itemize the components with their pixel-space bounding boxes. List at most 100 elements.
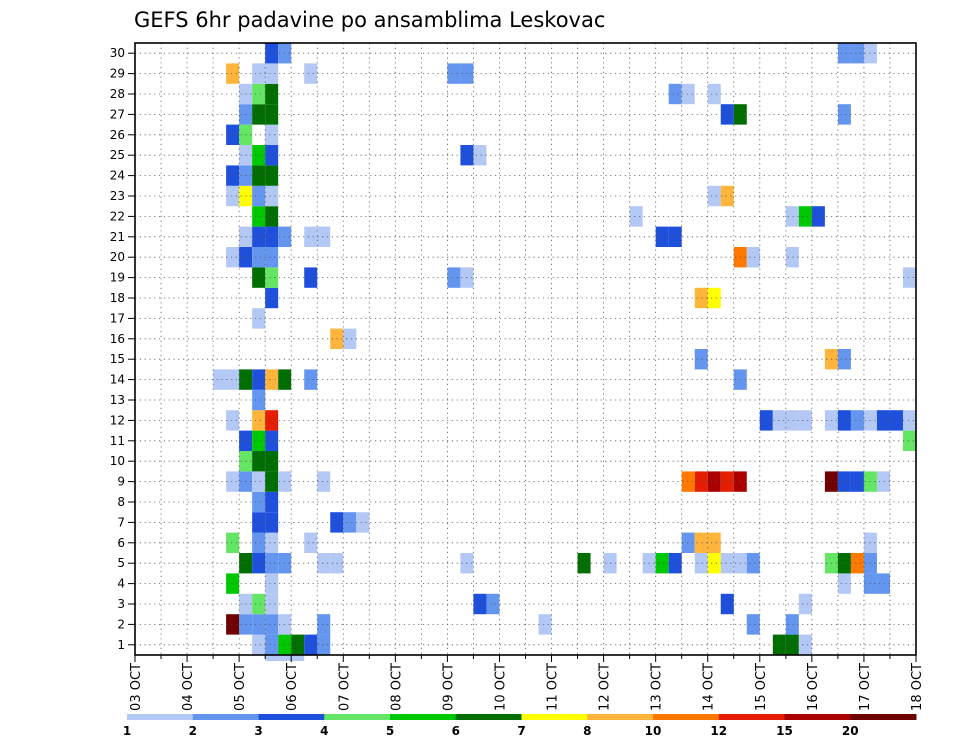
colorbar-swatch bbox=[850, 714, 917, 720]
colorbar-swatch bbox=[390, 714, 457, 720]
heat-cell bbox=[252, 471, 266, 492]
x-tick-label: 18 OCT bbox=[910, 663, 925, 711]
x-axis: 03 OCT 04 OCT 05 OCT 06 OCT 07 OCT 08 OCT 09 O… bbox=[129, 655, 925, 711]
heat-cell bbox=[785, 410, 799, 431]
x-tick-label: 14 OCT bbox=[702, 663, 717, 711]
colorbar-label: 20 bbox=[842, 724, 859, 738]
heat-cell bbox=[837, 43, 851, 64]
heat-cell bbox=[746, 553, 760, 574]
heat-cell bbox=[655, 553, 669, 574]
colorbar-swatch bbox=[718, 714, 785, 720]
heat-cell bbox=[252, 451, 266, 472]
heat-cell bbox=[798, 206, 812, 227]
heat-cell bbox=[291, 634, 305, 655]
heat-cell bbox=[668, 553, 682, 574]
heat-cell bbox=[265, 226, 279, 247]
heat-cell bbox=[252, 369, 266, 390]
heat-cell bbox=[317, 226, 331, 247]
heat-cell bbox=[304, 226, 318, 247]
y-tick-label: 28 bbox=[110, 87, 125, 101]
heat-cell bbox=[304, 63, 318, 84]
colorbar-swatch bbox=[127, 714, 194, 720]
heat-cell bbox=[252, 83, 266, 105]
heat-cell bbox=[317, 614, 331, 635]
heat-cell bbox=[226, 124, 240, 145]
heat-cell bbox=[252, 532, 266, 553]
heat-cell bbox=[252, 165, 266, 186]
heat-cell bbox=[291, 655, 305, 661]
grid-layer bbox=[135, 43, 916, 655]
y-tick-label: 8 bbox=[117, 495, 125, 509]
heat-cell bbox=[785, 614, 799, 635]
heat-cell bbox=[486, 593, 500, 615]
y-tick-label: 6 bbox=[117, 536, 125, 550]
heat-cell bbox=[850, 410, 864, 431]
y-tick-label: 22 bbox=[110, 209, 125, 223]
y-tick-label: 27 bbox=[110, 107, 125, 121]
colorbar-label: 3 bbox=[254, 724, 262, 738]
heat-cell bbox=[265, 491, 279, 513]
heat-cell bbox=[889, 410, 903, 431]
heat-cell bbox=[226, 471, 240, 492]
heat-cell bbox=[850, 43, 864, 64]
chart-title: GEFS 6hr padavine po ansamblima Leskovac bbox=[134, 8, 605, 32]
heat-cell bbox=[265, 593, 279, 615]
y-tick-label: 19 bbox=[110, 271, 125, 285]
x-tick-label: 13 OCT bbox=[650, 663, 665, 711]
heat-cell bbox=[317, 634, 331, 655]
heat-cell bbox=[876, 410, 890, 431]
colorbar-label: 2 bbox=[189, 724, 197, 738]
y-tick-label: 15 bbox=[110, 352, 125, 366]
heat-cell bbox=[876, 471, 890, 492]
colorbar-label: 7 bbox=[517, 724, 525, 738]
heat-cell bbox=[785, 247, 799, 268]
heat-cell bbox=[252, 553, 266, 574]
colorbar-label: 4 bbox=[320, 724, 328, 738]
heat-cell bbox=[252, 104, 266, 125]
heat-cell bbox=[226, 532, 240, 553]
heat-cell bbox=[265, 655, 279, 661]
colorbar-label: 12 bbox=[710, 724, 727, 738]
heat-cell bbox=[265, 124, 279, 145]
y-tick-label: 24 bbox=[110, 169, 125, 183]
y-tick-label: 7 bbox=[117, 515, 125, 529]
y-tick-label: 21 bbox=[110, 230, 125, 244]
heat-cell bbox=[317, 553, 331, 574]
heat-cell bbox=[213, 369, 227, 390]
heat-cell bbox=[694, 553, 708, 574]
heat-cell bbox=[837, 553, 851, 574]
heat-cell bbox=[681, 471, 695, 492]
heat-cell bbox=[694, 532, 708, 553]
y-tick-label: 4 bbox=[117, 577, 125, 591]
heat-cell bbox=[798, 593, 812, 615]
heat-cell bbox=[356, 512, 370, 533]
heat-cell bbox=[265, 369, 279, 390]
heat-cell bbox=[720, 593, 734, 615]
y-tick-label: 1 bbox=[117, 638, 125, 652]
heat-cell bbox=[707, 532, 721, 553]
x-tick-label: 06 OCT bbox=[285, 663, 300, 711]
x-tick-label: 07 OCT bbox=[337, 663, 352, 711]
x-tick-label: 16 OCT bbox=[806, 663, 821, 711]
heat-cell bbox=[304, 267, 318, 288]
colorbar-swatch bbox=[455, 714, 522, 720]
y-tick-label: 14 bbox=[110, 373, 125, 387]
y-tick-label: 3 bbox=[117, 597, 125, 611]
colorbar-label: 6 bbox=[452, 724, 460, 738]
heat-cell bbox=[473, 593, 487, 615]
heat-cell bbox=[694, 349, 708, 370]
heat-cell bbox=[265, 553, 279, 574]
heat-cell bbox=[304, 634, 318, 655]
heat-cell bbox=[707, 287, 721, 309]
heat-cell bbox=[577, 553, 591, 574]
heat-cell bbox=[668, 83, 682, 105]
heat-cell bbox=[265, 267, 279, 288]
x-tick-label: 08 OCT bbox=[389, 663, 404, 711]
heat-cell bbox=[785, 206, 799, 227]
y-tick-label: 26 bbox=[110, 128, 125, 142]
heat-cell bbox=[226, 165, 240, 186]
heat-cell bbox=[265, 287, 279, 309]
colorbar-label: 1 bbox=[123, 724, 131, 738]
heat-cell bbox=[837, 573, 851, 594]
